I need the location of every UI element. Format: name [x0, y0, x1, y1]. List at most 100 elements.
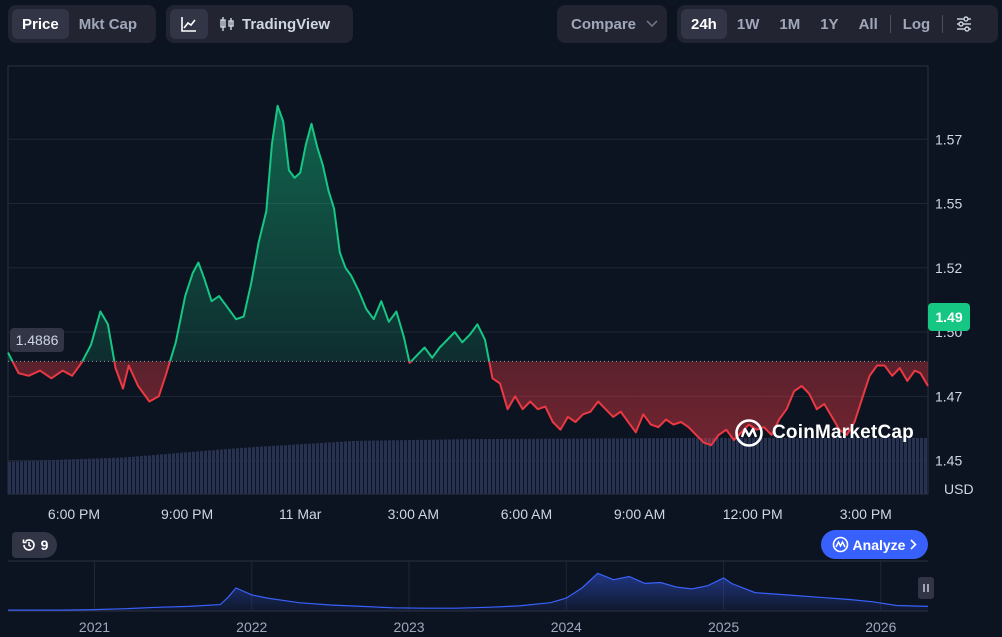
volume-bar [748, 437, 751, 494]
volume-bar [804, 437, 807, 494]
log-scale-button[interactable]: Log [902, 15, 931, 33]
volume-bar [672, 438, 675, 494]
volume-bar [500, 438, 503, 494]
volume-bar [776, 437, 779, 494]
x-tick-label: 12:00 PM [723, 506, 783, 522]
volume-bar [352, 440, 355, 494]
volume-bar [828, 437, 831, 494]
volume-bar [336, 441, 339, 494]
volume-bar [760, 437, 763, 494]
sliders-icon [957, 16, 972, 32]
analyze-button[interactable]: Analyze [821, 530, 928, 559]
volume-bar [448, 439, 451, 494]
volume-bar [484, 439, 487, 494]
range-1m[interactable]: 1M [779, 15, 801, 33]
volume-bar [588, 438, 591, 494]
line-chart-button[interactable] [170, 9, 208, 39]
range-1y[interactable]: 1Y [820, 15, 839, 33]
volume-bar [176, 453, 179, 494]
x-tick-label: 3:00 PM [840, 506, 892, 522]
volume-bar [668, 438, 671, 494]
volume-bar [388, 440, 391, 494]
volume-bar [472, 439, 475, 494]
volume-bar [808, 437, 811, 494]
volume-bar [464, 439, 467, 494]
compare-button[interactable]: Compare [561, 9, 668, 39]
volume-bar [660, 438, 663, 494]
volume-bar [192, 451, 195, 494]
x-tick-label: 11 Mar [279, 506, 322, 522]
volume-bar [108, 457, 111, 494]
volume-bar [304, 443, 307, 494]
volume-bar [384, 440, 387, 494]
area-above-baseline [8, 105, 490, 362]
time-range-toggle: 24h 1W 1M 1Y All Log [677, 5, 998, 43]
volume-bar [396, 440, 399, 494]
volume-bar [100, 458, 103, 494]
volume-bar [160, 454, 163, 494]
navigator-handle[interactable] [918, 577, 934, 599]
volume-bar [688, 438, 691, 494]
volume-bar [624, 438, 627, 494]
volume-bar [296, 444, 299, 494]
navigator-chart[interactable]: 2021 2022 2023 2024 2025 2026 [8, 560, 929, 635]
toolbar-divider [942, 15, 944, 33]
range-1w[interactable]: 1W [736, 15, 760, 33]
volume-bar [892, 437, 895, 494]
tab-mkt-cap[interactable]: Mkt Cap [78, 15, 138, 33]
volume-bar [780, 437, 783, 494]
volume-bar [648, 438, 651, 494]
volume-bar [736, 437, 739, 494]
range-24h[interactable]: 24h [681, 9, 727, 39]
volume-bar [752, 437, 755, 494]
volume-bar [580, 438, 583, 494]
volume-bar [700, 437, 703, 494]
volume-bar [220, 449, 223, 494]
volume-bar [600, 438, 603, 494]
volume-bar [412, 439, 415, 494]
volume-bar [656, 438, 659, 494]
volume-bar [268, 446, 271, 494]
volume-bar [292, 444, 295, 494]
y-tick-label: 1.57 [935, 131, 962, 147]
grid-lines [8, 138, 928, 462]
metric-toggle: Price Mkt Cap [8, 5, 156, 43]
volume-bar [216, 449, 219, 494]
range-all[interactable]: All [858, 15, 878, 33]
compare-dropdown[interactable]: Compare [557, 5, 667, 43]
volume-bar [76, 459, 79, 494]
navigator-line [8, 572, 929, 611]
tradingview-button[interactable]: TradingView [208, 9, 340, 39]
volume-bar [664, 438, 667, 494]
navigator-tick-label: 2021 [79, 619, 110, 635]
history-badge[interactable]: 9 [12, 532, 57, 558]
tradingview-label: TradingView [242, 15, 331, 33]
price-line-down [11, 361, 929, 447]
history-icon [22, 539, 35, 551]
volume-bar [92, 458, 95, 494]
x-axis: 6:00 PM 9:00 PM 11 Mar 3:00 AM 6:00 AM 9:00 A… [48, 506, 892, 522]
volume-bar [556, 438, 559, 494]
volume-bars [8, 437, 927, 494]
chart-settings-button[interactable] [945, 9, 983, 39]
volume-bar [140, 456, 143, 494]
navigator-tick-label: 2025 [708, 619, 739, 635]
volume-bar [552, 438, 555, 494]
volume-bar [896, 437, 899, 494]
volume-bar [20, 461, 23, 494]
volume-bar [332, 442, 335, 494]
price-line-up [7, 104, 491, 362]
volume-bar [520, 438, 523, 494]
volume-bar [308, 443, 311, 494]
volume-bar [56, 459, 59, 494]
volume-bar [276, 445, 279, 494]
volume-bar [868, 437, 871, 494]
volume-bar [488, 439, 491, 494]
volume-bar [468, 439, 471, 494]
tab-price[interactable]: Price [12, 9, 69, 39]
y-tick-label: 1.45 [935, 453, 962, 469]
volume-bar [116, 457, 119, 494]
volume-bar [628, 438, 631, 494]
volume-bar [208, 450, 211, 494]
volume-bar [492, 439, 495, 494]
